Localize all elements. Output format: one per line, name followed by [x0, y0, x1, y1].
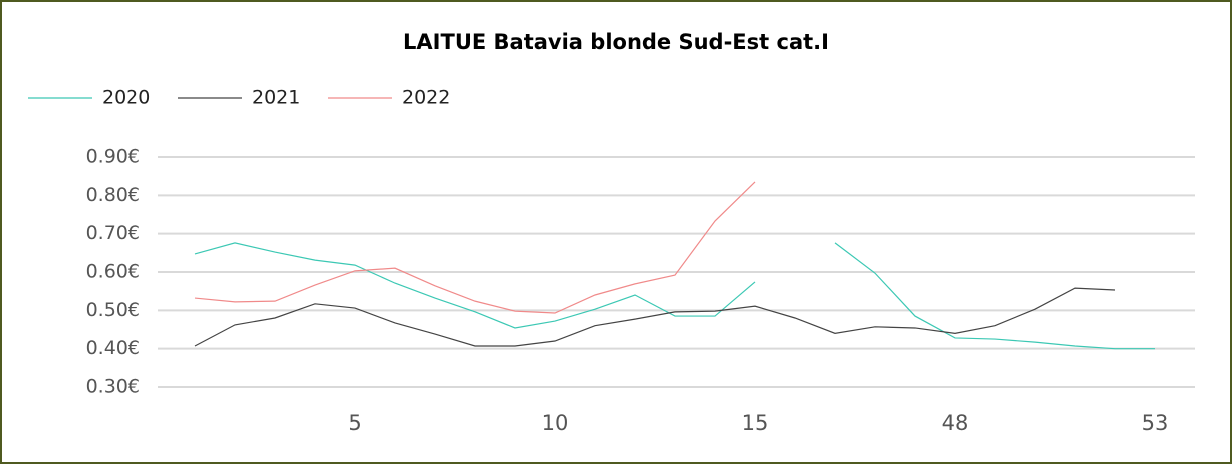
x-tick-label: 53 [1142, 411, 1169, 435]
y-tick-label: 0.60€ [86, 261, 140, 283]
x-tick-label: 5 [348, 411, 361, 435]
legend-label: 2020 [102, 87, 150, 109]
y-tick-label: 0.70€ [86, 222, 140, 244]
x-tick-label: 15 [742, 411, 769, 435]
series-line [194, 287, 1116, 347]
x-tick-label: 10 [542, 411, 569, 435]
series-line [194, 181, 756, 314]
legend-label: 2022 [402, 87, 450, 109]
legend-label: 2021 [252, 87, 300, 109]
series-line [194, 242, 1155, 350]
y-tick-label: 0.40€ [86, 337, 140, 359]
chart-title: LAITUE Batavia blonde Sud-Est cat.I [403, 30, 829, 54]
y-tick-label: 0.30€ [86, 376, 140, 398]
y-tick-label: 0.50€ [86, 299, 140, 321]
y-tick-label: 0.90€ [86, 146, 140, 168]
y-tick-label: 0.80€ [86, 184, 140, 206]
x-tick-label: 48 [942, 411, 969, 435]
